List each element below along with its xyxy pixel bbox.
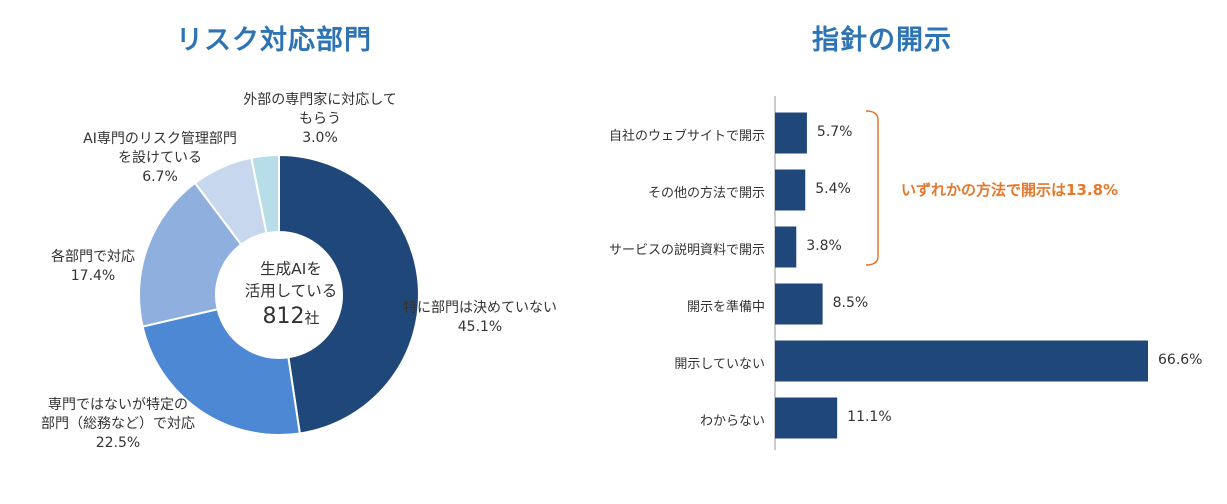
center-line-1: 生成AIを — [260, 260, 322, 278]
pie-label-specific-department: 専門ではないが特定の 部門（総務など）で対応 22.5% — [41, 397, 195, 451]
bar-value-label: 11.1% — [847, 409, 892, 425]
bar-category-not-disclosed: 開示していない — [674, 357, 765, 372]
bar-category-service-docs: サービスの説明資料で開示 — [608, 243, 765, 258]
pie-label-no-department: 特に部門は決めていない 45.1% — [403, 300, 557, 335]
bar-3 — [775, 283, 823, 325]
center-line-2: 活用している — [244, 282, 338, 300]
bar-chart-title: 指針の開示 — [812, 25, 952, 56]
bar-2 — [775, 226, 797, 268]
disclosure-annotation: いずれかの方法で開示は13.8% — [901, 181, 1119, 199]
bar-value-label: 5.7% — [816, 124, 853, 140]
center-unit: 社 — [304, 309, 320, 327]
bar-category-website: 自社のウェブサイトで開示 — [608, 129, 765, 144]
bar-category-other-method: その他の方法で開示 — [647, 186, 765, 201]
bar-4 — [775, 340, 1148, 382]
pie-label-each-department: 各部門で対応 17.4% — [51, 249, 135, 284]
pie-slice-4 — [250, 153, 280, 235]
bar-5 — [775, 397, 838, 439]
center-count: 812 — [262, 304, 305, 329]
donut-center-label: 生成AIを 活用している 812社 — [226, 258, 356, 332]
pie-slice-0 — [278, 153, 420, 435]
bar-value-label: 3.8% — [806, 238, 842, 254]
pie-label-ai-risk-department: AI専門のリスク管理部門 を設けている 6.7% — [83, 131, 237, 185]
pie-slice-2 — [138, 181, 243, 328]
bar-value-label: 5.4% — [815, 181, 851, 197]
bar-category-preparing: 開示を準備中 — [686, 300, 765, 315]
annotation-bracket — [865, 110, 879, 266]
bar-value-label: 66.6% — [1158, 352, 1203, 368]
bar-value-label: 8.5% — [832, 295, 869, 311]
pie-label-external-expert: 外部の専門家に対応して もらう 3.0% — [243, 92, 397, 146]
pie-chart-title: リスク対応部門 — [176, 25, 372, 56]
pie-slice-1 — [141, 307, 301, 436]
bar-category-unknown: わからない — [699, 414, 765, 429]
bar-1 — [775, 169, 806, 211]
bar-0 — [775, 112, 807, 154]
